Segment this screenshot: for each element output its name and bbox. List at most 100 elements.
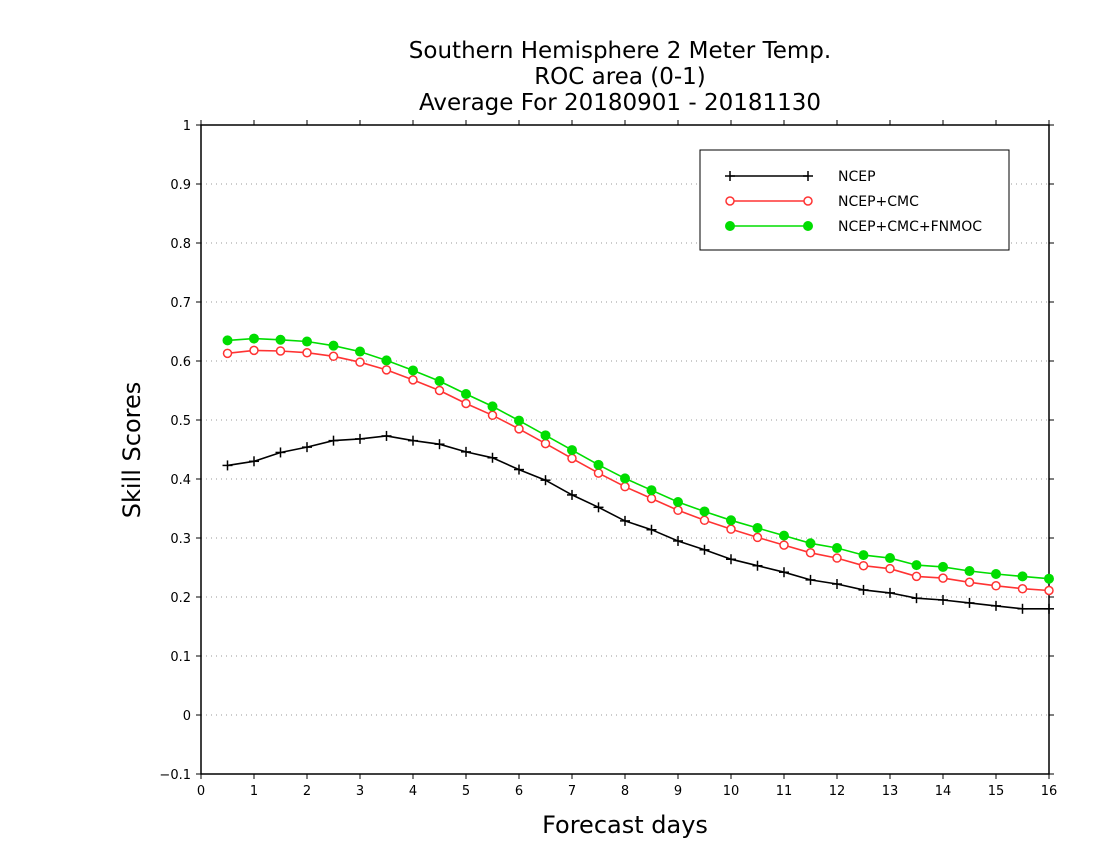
data-point [938, 573, 948, 583]
y-tick-label: 0.1 [170, 650, 191, 665]
data-point [885, 587, 895, 598]
series-ncep-cmc [222, 345, 1054, 596]
data-point [725, 171, 735, 181]
x-tick-label: 5 [462, 784, 470, 799]
y-tick-label: −0.1 [159, 768, 191, 783]
data-point [832, 579, 842, 590]
y-tick-label: 0.3 [170, 532, 191, 547]
data-point [646, 524, 657, 535]
data-point [275, 346, 286, 356]
data-point [408, 365, 418, 376]
y-tick-label: 0.7 [170, 296, 191, 311]
data-point [803, 171, 813, 181]
x-tick-label: 11 [776, 784, 793, 799]
legend-box [699, 149, 1010, 251]
data-point [1017, 603, 1028, 614]
data-point [803, 196, 813, 206]
data-point [725, 221, 735, 231]
x-tick-label: 4 [409, 784, 417, 799]
y-axis-label: Skill Scores [118, 382, 146, 519]
data-point [222, 460, 233, 471]
x-axis: 0 1 2 3 4 5 6 7 8 9 10 11 12 13 14 15 16 [197, 120, 1057, 799]
data-point [752, 560, 763, 571]
data-point [885, 553, 895, 564]
x-tick-label: 12 [829, 784, 846, 799]
series-line [227, 435, 1049, 610]
data-point [620, 481, 630, 492]
data-point [593, 468, 604, 478]
data-point [1044, 573, 1054, 584]
data-point [302, 442, 312, 453]
data-point [725, 196, 735, 206]
data-point [514, 415, 524, 426]
data-point [487, 452, 498, 463]
x-tick-label: 10 [723, 784, 740, 799]
series-ncep [222, 430, 1054, 614]
chart-title-line: Average For 20180901 - 20181130 [419, 90, 821, 116]
x-tick-label: 1 [250, 784, 258, 799]
data-point [832, 553, 842, 563]
data-point [461, 398, 471, 409]
data-point [779, 530, 789, 541]
data-point [911, 560, 922, 571]
data-point [487, 401, 498, 412]
data-point [964, 577, 975, 587]
data-point [328, 435, 339, 446]
data-point [726, 524, 736, 534]
y-tick-label: 0.6 [170, 355, 191, 370]
x-tick-label: 15 [988, 784, 1005, 799]
data-point [673, 535, 683, 546]
chart-title-line: Southern Hemisphere 2 Meter Temp. [409, 38, 831, 64]
series-line [227, 337, 1050, 580]
data-point [302, 336, 312, 347]
legend-entry: NCEP+CMC [725, 194, 919, 210]
data-point [620, 473, 630, 484]
x-tick-label: 0 [197, 784, 205, 799]
data-point [434, 385, 445, 396]
chart-title: Southern Hemisphere 2 Meter Temp.ROC are… [409, 38, 831, 116]
data-point [434, 376, 445, 387]
data-point [593, 502, 604, 513]
data-point [699, 506, 710, 517]
data-point [858, 584, 869, 595]
data-point [991, 600, 1001, 611]
data-point [593, 459, 604, 470]
x-tick-label: 14 [935, 784, 952, 799]
data-point [911, 593, 922, 604]
data-point [222, 348, 233, 359]
data-point [699, 544, 710, 555]
series-ncep-cmc-fnmoc [222, 333, 1054, 584]
y-tick-label: 0 [183, 709, 191, 724]
data-point [355, 346, 365, 357]
data-point [567, 489, 577, 500]
data-point [222, 335, 233, 346]
data-point [885, 563, 895, 574]
series-line [227, 349, 1050, 592]
data-point [275, 447, 286, 458]
data-point [381, 355, 392, 366]
data-point [911, 571, 922, 582]
legend-entry: NCEP [725, 169, 876, 185]
legend: NCEP NCEP+CMC NCEP+CMC+FNMOC [699, 149, 1010, 251]
y-tick-label: 0.2 [170, 591, 191, 606]
data-point [540, 430, 551, 441]
data-point [938, 561, 948, 572]
data-point [355, 357, 365, 367]
data-point [487, 410, 498, 421]
data-point [938, 594, 948, 605]
legend-label: NCEP+CMC [838, 194, 919, 210]
chart-title-line: ROC area (0-1) [534, 64, 706, 90]
data-point [461, 389, 471, 400]
y-axis: −0.1 0 0.1 0.2 0.3 0.4 0.5 0.6 0.7 0.8 0.9 1 [159, 119, 1054, 783]
data-point [249, 456, 259, 467]
data-point [328, 340, 339, 351]
data-point [408, 375, 418, 385]
data-point [858, 560, 869, 571]
data-point [964, 597, 975, 608]
y-tick-label: 0.8 [170, 237, 191, 252]
data-point [803, 221, 813, 231]
data-point [991, 568, 1001, 579]
data-point [726, 554, 736, 565]
data-point [381, 430, 392, 441]
data-point [779, 540, 789, 550]
